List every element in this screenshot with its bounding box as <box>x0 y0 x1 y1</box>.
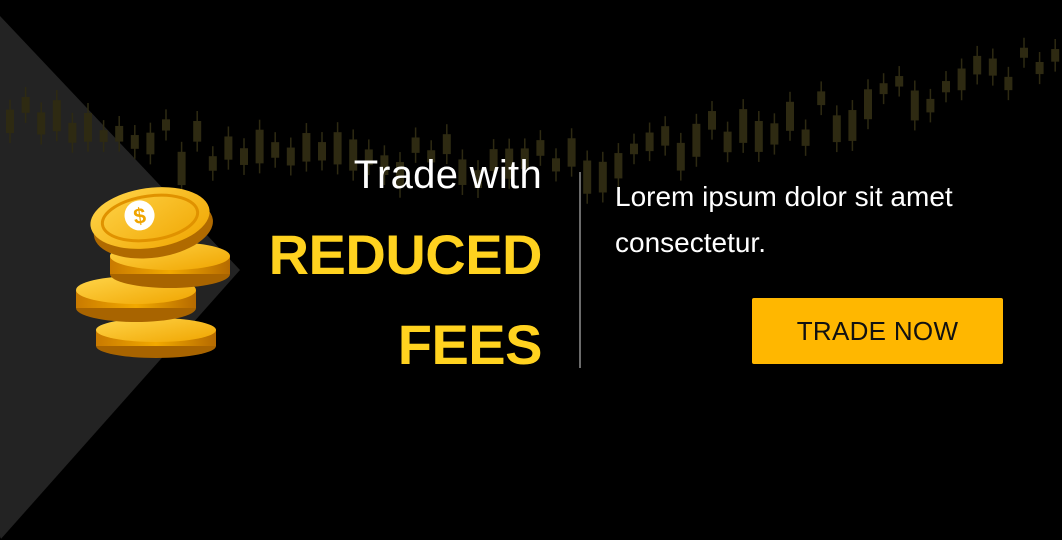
candle-body <box>598 161 607 193</box>
candle-body <box>286 147 295 166</box>
candle-body <box>115 125 124 142</box>
candle-body <box>520 148 529 169</box>
candle-body <box>770 123 779 145</box>
candle-body <box>68 122 77 143</box>
candle-body <box>1035 61 1044 75</box>
trade-now-button[interactable]: TRADE NOW <box>752 298 1003 364</box>
candle-body <box>162 119 170 131</box>
candle-body <box>552 158 560 172</box>
candle-body <box>474 170 482 188</box>
candle-body <box>708 111 716 130</box>
candle-body <box>1004 76 1013 91</box>
candle-body <box>177 151 186 186</box>
candle-body <box>396 162 404 188</box>
candle-body <box>380 155 389 175</box>
candle-body <box>926 98 935 113</box>
headline-line-3: FEES <box>397 313 543 376</box>
candle-body <box>411 137 420 153</box>
candle-body <box>879 83 888 95</box>
candle-body <box>333 132 342 165</box>
candle-body <box>895 76 904 87</box>
candle-body <box>271 142 280 158</box>
candle-body <box>583 160 592 194</box>
candle-body <box>910 90 919 121</box>
candle-body <box>988 58 997 76</box>
candle-body <box>6 109 14 134</box>
candle-body <box>661 126 670 146</box>
candle-body <box>739 109 748 143</box>
candle-body <box>692 123 701 157</box>
coin-1: $ <box>90 187 213 259</box>
candle-body <box>458 159 467 185</box>
candle-body <box>255 129 264 164</box>
candle-body <box>505 148 514 179</box>
candle-body <box>645 132 654 152</box>
candle-body <box>1051 49 1060 62</box>
candle-body <box>240 148 248 165</box>
candle-body <box>817 91 826 106</box>
candle-body <box>676 142 685 171</box>
candle-body <box>723 131 732 153</box>
candle-body <box>786 101 794 131</box>
headline-line-1: Trade with <box>353 153 542 197</box>
candle-body <box>567 138 576 167</box>
vertical-divider <box>579 172 581 368</box>
candle-body <box>630 143 638 155</box>
candle-body <box>193 120 202 142</box>
candle-body <box>99 130 108 142</box>
dollar-sign-icon: $ <box>132 203 148 229</box>
candle-body <box>442 134 451 155</box>
description-text: Lorem ipsum dolor sit amet consectetur. <box>615 181 953 258</box>
candle-body <box>614 153 623 179</box>
candle-body <box>848 110 857 141</box>
candle-body <box>302 133 311 162</box>
candle-body <box>224 136 233 160</box>
coin-4 <box>96 318 216 358</box>
candle-body <box>130 135 139 149</box>
candle-body <box>754 120 763 152</box>
coin-stack-icon: $ <box>76 187 230 358</box>
headline: Trade with REDUCED FEES <box>268 150 543 390</box>
candlestick-chart-background <box>6 37 1060 204</box>
candle-body <box>364 149 373 166</box>
candle-body <box>489 149 498 172</box>
candle-body <box>942 81 950 93</box>
candle-body <box>318 142 326 161</box>
candle-body <box>973 55 982 75</box>
candle-body <box>52 100 61 132</box>
candle-body <box>37 112 46 135</box>
headline-line-2: REDUCED <box>268 223 543 286</box>
candle-body <box>536 140 545 156</box>
coin-2 <box>110 242 230 288</box>
candle-body <box>21 96 30 113</box>
candle-body <box>427 150 436 163</box>
candle-body <box>957 68 966 91</box>
candle-body <box>146 132 155 155</box>
candle-body <box>349 139 358 171</box>
candle-body <box>208 156 217 171</box>
candle-body <box>84 112 92 142</box>
candle-body <box>832 115 841 143</box>
candle-body <box>801 129 810 146</box>
candle-body <box>864 89 872 120</box>
candle-body <box>1020 47 1028 58</box>
